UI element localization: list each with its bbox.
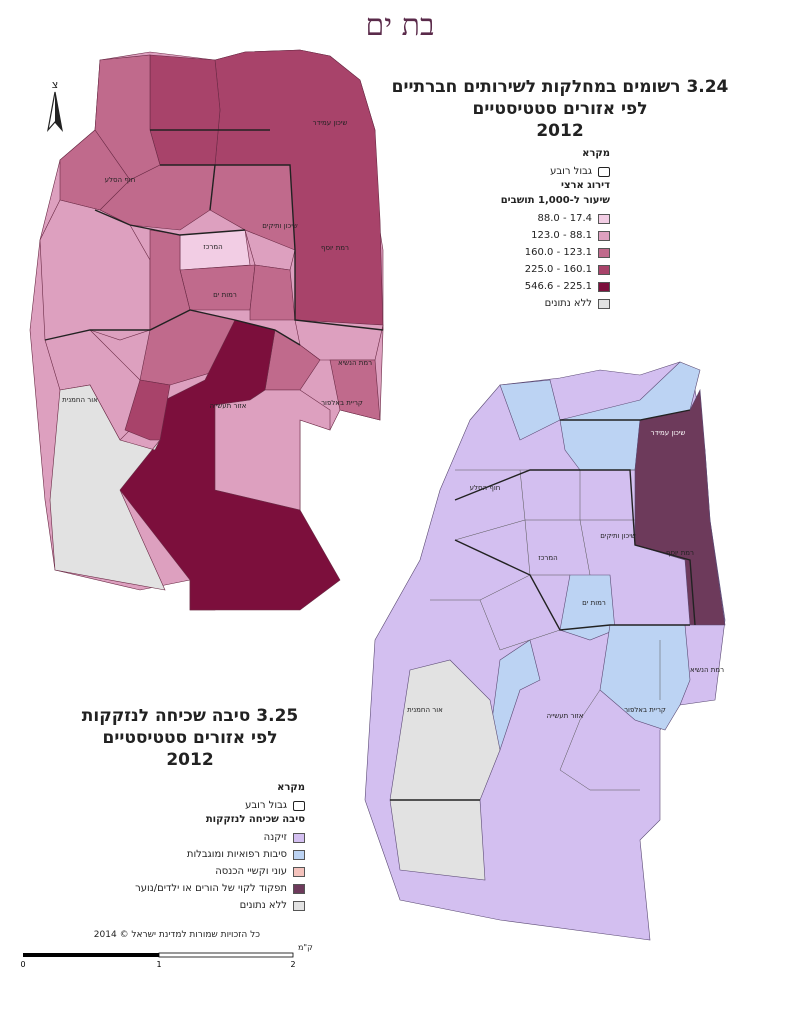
map2-legend: מקרא גבול רובע סיבה שכיחה לנזקקות זיקנה ס… xyxy=(20,782,305,914)
copyright: כל הזכויות שמורות למדינת ישראל © 2014 xyxy=(93,930,260,940)
map1-place-label: רמות ים xyxy=(213,291,237,299)
map2-place-label: רמות ים xyxy=(582,599,606,607)
legend-label: 160.1 - 225.0 xyxy=(524,264,592,275)
map1-zone xyxy=(249,264,296,321)
map1-title: 3.24 רשומים במחלקות לשירותים חברתיים לפי… xyxy=(370,76,750,142)
map2-legend-item: סיבות רפואיות ומוגבלות xyxy=(20,846,305,863)
map1-legend-item: 88.1 - 123.0 xyxy=(490,227,610,244)
legend-label: סיבות רפואיות ומוגבלות xyxy=(186,849,287,860)
map1-place-label: חוף הסלע xyxy=(105,176,136,184)
legend-label: עוני וקשיי הכנסה xyxy=(215,866,287,877)
map2-place-label: קריית באלפור xyxy=(624,706,666,714)
legend-label: 17.4 - 88.0 xyxy=(537,213,593,224)
map2-place-label: שיכון ותיקים xyxy=(600,532,636,540)
legend-swatch xyxy=(598,247,610,258)
legend-swatch xyxy=(598,230,610,241)
map2-boundary-item: גבול רובע xyxy=(20,797,305,814)
map1-place-label: אור החמנית xyxy=(62,396,98,404)
legend-label: 88.1 - 123.0 xyxy=(531,230,592,241)
map2-place-label: רמת יוסף xyxy=(666,549,694,557)
map2-legend-item: תפקוד לקוי של הורים או ילדים/נוער xyxy=(20,880,305,897)
scale-tick: 2 xyxy=(290,960,295,969)
legend-swatch xyxy=(293,900,305,911)
legend-label: ללא נתונים xyxy=(544,298,592,309)
map2-place-label: אור החמנית xyxy=(407,706,443,714)
map1-legend-item: 160.1 - 225.0 xyxy=(490,261,610,278)
map2-place-label: אזור תעשייה xyxy=(547,712,584,720)
map2-title-line: 2012 xyxy=(166,750,214,770)
map2-legend-item: עוני וקשיי הכנסה xyxy=(20,863,305,880)
boundary-label: גבול רובע xyxy=(550,166,592,177)
map1-zone xyxy=(39,199,151,341)
map1-place-label: המרכז xyxy=(203,243,222,251)
legend-label: תפקוד לקוי של הורים או ילדים/נוער xyxy=(135,883,287,894)
map1-rate-heading: שיעור ל-1,000 תושבים xyxy=(500,195,610,206)
map1-zone xyxy=(329,359,381,421)
map1-place-label: אזור תעשייה xyxy=(210,402,247,410)
map1-title-line: 2012 xyxy=(536,121,584,141)
map1-zone xyxy=(124,379,171,441)
north-label: צ xyxy=(52,78,59,91)
boundary-swatch xyxy=(598,166,610,177)
map2-reason-heading: סיבה שכיחה לנזקקות xyxy=(205,814,305,825)
legend-swatch xyxy=(293,832,305,843)
legend-label: 225.1 - 546.6 xyxy=(524,281,592,292)
map1-zone xyxy=(49,384,166,591)
map1-classification-heading: דירוג ארצי xyxy=(561,180,610,191)
map1-legend-item: 17.4 - 88.0 xyxy=(490,210,610,227)
city-title: בת ים xyxy=(365,8,435,43)
map2-place-label: שיכון עמידר xyxy=(651,429,686,437)
boundary-label: גבול רובע xyxy=(245,800,287,811)
map1-place-label: רמת הנשיא xyxy=(338,359,372,367)
legend-swatch xyxy=(293,866,305,877)
map1-place-label: רמת יוסף xyxy=(321,244,349,252)
legend-label: זיקנה xyxy=(263,832,287,843)
map2-zone xyxy=(559,574,616,641)
map1-place-label: קריית באלפור xyxy=(321,399,363,407)
map1-title-line: 3.24 רשומים במחלקות לשירותים חברתיים xyxy=(391,77,729,97)
north-arrow-icon: צ xyxy=(47,78,63,133)
legend-label: ללא נתונים xyxy=(239,900,287,911)
map2-title-line: לפי אזורים סטטיסטיים xyxy=(102,728,278,748)
legend-swatch xyxy=(598,213,610,224)
map2-title-line: 3.25 סיבה שכיחה לנזקקות xyxy=(81,706,299,726)
map1-place-label: שיכון ותיקים xyxy=(262,222,298,230)
map2-place-label: חוף הסלע xyxy=(470,484,501,492)
map2-title: 3.25 סיבה שכיחה לנזקקות לפי אזורים סטטיס… xyxy=(60,705,320,771)
scale-bar: ק"מ 0 1 2 xyxy=(20,943,313,969)
boundary-swatch xyxy=(293,800,305,811)
legend-label: 123.1 - 160.0 xyxy=(524,247,592,258)
map1-legend-heading: מקרא xyxy=(582,148,610,159)
scale-tick: 0 xyxy=(20,960,25,969)
scale-unit: ק"מ xyxy=(298,943,313,952)
legend-swatch xyxy=(598,298,610,309)
map2-legend-item: ללא נתונים xyxy=(20,897,305,914)
map2-zone xyxy=(599,624,691,731)
legend-swatch xyxy=(598,281,610,292)
map2-legend-item: זיקנה xyxy=(20,829,305,846)
map1-legend-item: 225.1 - 546.6 xyxy=(490,278,610,295)
legend-swatch xyxy=(598,264,610,275)
scale-tick: 1 xyxy=(156,960,161,969)
map2-place-label: המרכז xyxy=(538,554,557,562)
map1-place-label: שיכון עמידר xyxy=(313,119,348,127)
map1-boundary-item: גבול רובע xyxy=(490,163,610,180)
map1-legend: מקרא גבול רובע דירוג ארצי שיעור ל-1,000 … xyxy=(490,148,610,312)
map2-legend-heading: מקרא xyxy=(277,782,305,793)
legend-swatch xyxy=(293,883,305,894)
legend-swatch xyxy=(293,849,305,860)
map1-legend-item: 123.1 - 160.0 xyxy=(490,244,610,261)
map1-zone xyxy=(214,389,331,511)
map1-legend-item: ללא נתונים xyxy=(490,295,610,312)
map1-title-line: לפי אזורים סטטיסטיים xyxy=(472,99,648,119)
map2-place-label: רמת הנשיא xyxy=(690,666,724,674)
